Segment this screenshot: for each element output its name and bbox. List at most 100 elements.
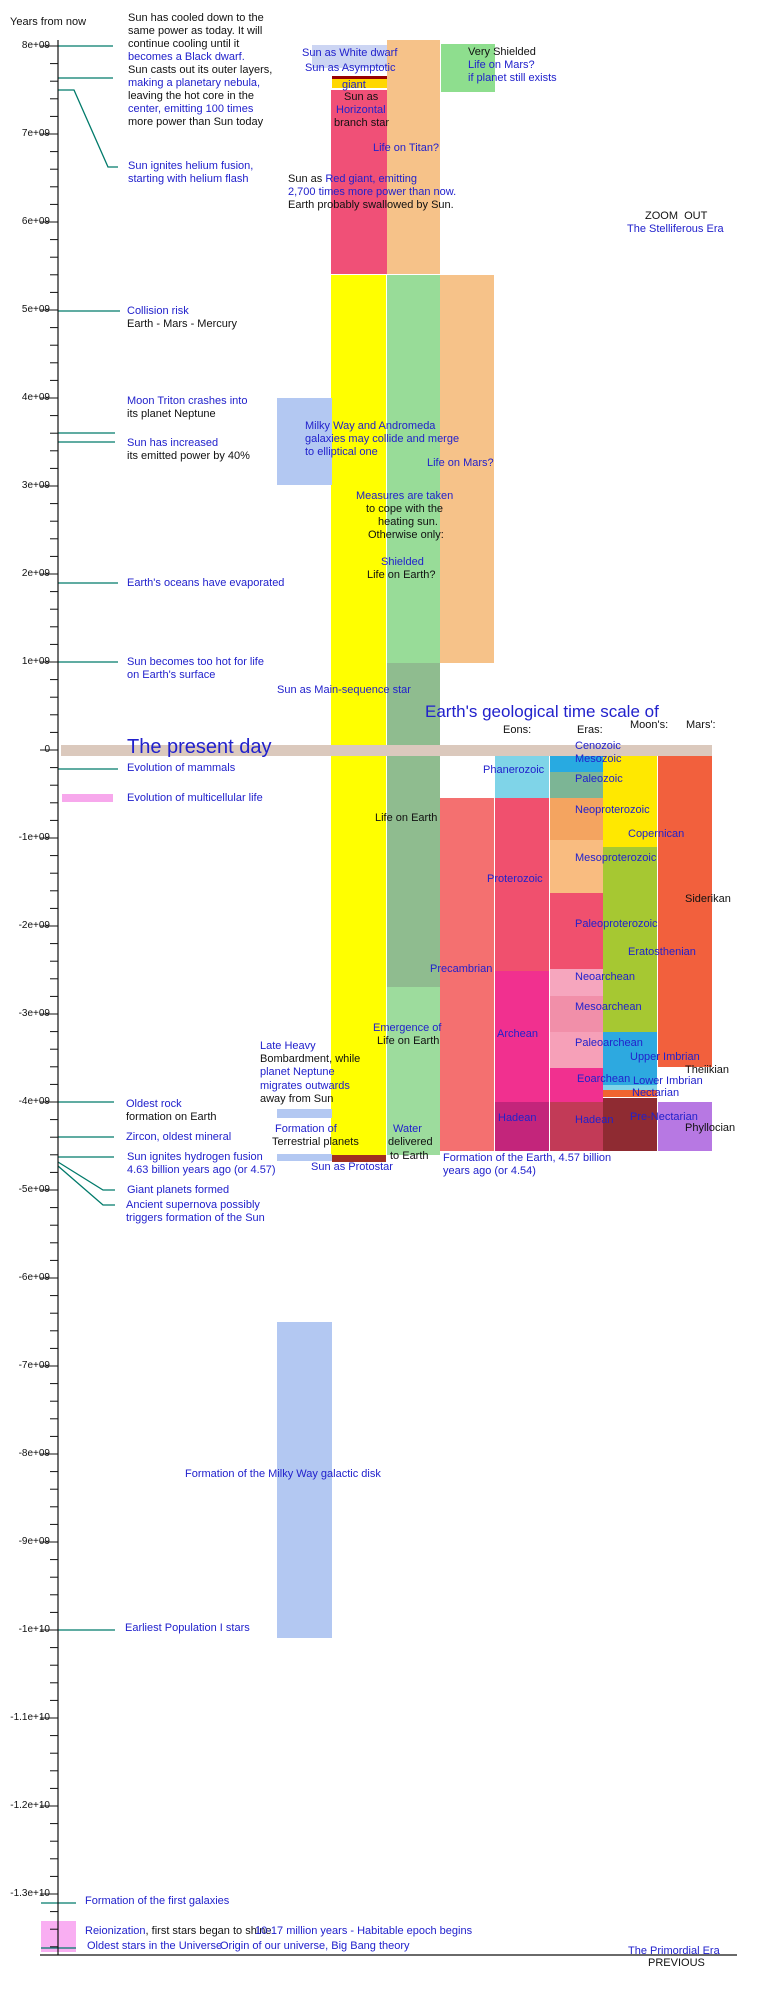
oldest-rock-2: formation on Earth — [126, 1111, 217, 1124]
very-shielded-1: Very Shielded — [468, 46, 536, 59]
nebula-note-3-seg: leaving the hot core in the — [128, 90, 254, 102]
giant-planets-label-seg: Giant planets formed — [127, 1184, 230, 1196]
zoom-out-link[interactable]: ZOOM OUT — [645, 210, 707, 223]
phyllocian-label-seg: Phyllocian — [685, 1122, 736, 1134]
neoproterozoic-box — [550, 798, 603, 840]
copernican-label-seg: Copernican — [628, 828, 685, 840]
very-shielded-3-seg: if planet still exists — [468, 72, 557, 84]
black-dwarf-note-2: same power as today. It will — [128, 25, 262, 38]
milky-way-disk-label-seg: Formation of the Milky Way galactic disk — [185, 1468, 381, 1480]
neoarchean-label-seg: Neoarchean — [575, 971, 635, 983]
measures-1: Measures are taken — [356, 490, 453, 503]
asymptotic-giant-line — [332, 76, 387, 79]
siderikan-label-seg: Siderikan — [685, 893, 731, 905]
emergence-1-seg: Emergence of — [373, 1022, 442, 1034]
red-giant-1-seg: Sun as — [288, 173, 326, 185]
tick-label: 2e+09 — [21, 568, 50, 579]
big-bang-label-seg: Origin of our universe, Big Bang theory — [220, 1940, 410, 1952]
emergence-2-seg: Life on Earth — [377, 1035, 440, 1047]
tick-label: -1.1e+10 — [10, 1712, 50, 1723]
eras-header: Eras: — [577, 724, 603, 737]
water-2-seg: delivered — [388, 1136, 433, 1148]
supernova-line — [57, 1165, 115, 1206]
shielded-life-column — [387, 275, 440, 663]
helium-note-1-seg: Sun ignites helium fusion, — [128, 160, 254, 172]
paleozoic-label-seg: Paleozoic — [575, 773, 623, 785]
emergence-1: Emergence of — [373, 1022, 441, 1035]
very-shielded-2-seg: Life on Mars? — [468, 59, 535, 71]
siderikan-label: Siderikan — [685, 893, 731, 906]
sun-main-sequence-column — [331, 275, 386, 1155]
population-i-label-seg: Earliest Population I stars — [125, 1622, 250, 1634]
hadean-era-box — [550, 1102, 603, 1151]
shielded-2-seg: Life on Earth? — [367, 569, 436, 581]
oldest-stars-label: Oldest stars in the Universe — [87, 1940, 222, 1953]
pre-nectarian-label-seg: Pre-Nectarian — [630, 1111, 698, 1123]
shielded-2: Life on Earth? — [367, 569, 436, 582]
lhb-2-seg: Bombardment, while — [260, 1053, 361, 1065]
stelliferous-era-link[interactable]: The Stelliferous Era — [627, 223, 724, 236]
paleoarchean-label: Paleoarchean — [575, 1037, 643, 1050]
previous-link[interactable]: PREVIOUS — [648, 1957, 705, 1970]
paleoproterozoic-label: Paleoproterozoic — [575, 918, 658, 931]
tick-label: 7e+09 — [21, 128, 50, 139]
black-dwarf-note-2-seg: same power as today. It will — [128, 25, 263, 37]
measures-1-seg: Measures are taken — [356, 490, 454, 502]
hadean-era-label-seg: Hadean — [575, 1114, 614, 1126]
collision-risk-2-seg: Earth - Mars - Mercury — [127, 318, 238, 330]
hadean-era-label: Hadean — [575, 1114, 614, 1127]
paleoarchean-box — [550, 1032, 603, 1068]
axis-title-seg: Years from now — [10, 16, 87, 28]
tick-label: -1e+09 — [18, 832, 50, 843]
mars-header: Mars': — [686, 719, 716, 732]
red-giant-1-seg: Red giant, emitting — [325, 173, 418, 185]
precambrian-column — [440, 798, 494, 1151]
giant-label: giant — [342, 79, 366, 92]
lhb-1: Late Heavy — [260, 1040, 316, 1053]
nebula-note-3: leaving the hot core in the — [128, 90, 254, 103]
too-hot-2-seg: on Earth's surface — [127, 669, 216, 681]
sun-red-giant-column — [331, 90, 387, 274]
h-fusion-2-seg: 4.63 billion years ago (or 4.57) — [127, 1164, 276, 1176]
helium-flash-line — [58, 89, 118, 168]
phyllocian-label: Phyllocian — [685, 1122, 735, 1135]
big-bang-label: Origin of our universe, Big Bang theory — [220, 1940, 410, 1953]
measures-2: to cope with the — [366, 503, 443, 516]
present-day-band — [61, 745, 712, 756]
nebula-note-5-seg: more power than Sun today — [128, 116, 264, 128]
tick-label: -4e+09 — [18, 1096, 50, 1107]
nectarian-label-seg: Nectarian — [632, 1087, 680, 1099]
phanerozoic-label: Phanerozoic — [483, 764, 544, 777]
moons-header-seg: Moon's: — [630, 719, 669, 731]
giant-planets-label: Giant planets formed — [127, 1184, 229, 1197]
triton-2: its planet Neptune — [127, 408, 216, 421]
horizontal-branch-1: Sun as — [344, 91, 378, 104]
axis-title: Years from now — [10, 16, 86, 29]
tick-label: 5e+09 — [21, 304, 50, 315]
milky-way-disk-box — [277, 1322, 332, 1638]
neoarchean-label: Neoarchean — [575, 971, 635, 984]
paleoproterozoic-box — [550, 893, 603, 969]
late-heavy-bombardment-bar — [277, 1109, 332, 1118]
water-3: to Earth — [390, 1150, 429, 1163]
life-on-titan-column — [387, 40, 440, 274]
lhb-5: away from Sun — [260, 1093, 333, 1106]
andromeda-2: galaxies may collide and merge — [305, 433, 459, 446]
nectarian-box — [603, 1090, 657, 1097]
neoarchean-box — [550, 969, 603, 996]
primordial-era-link[interactable]: The Primordial Era — [628, 1945, 720, 1958]
upper-imbrian-label-seg: Upper Imbrian — [630, 1051, 700, 1063]
mars-header-seg: Mars': — [686, 719, 716, 731]
cenozoic-label: Cenozoic — [575, 740, 621, 753]
stelliferous-era-link-seg: The Stelliferous Era — [627, 223, 724, 235]
mesozoic-box — [550, 756, 603, 772]
archean-box — [495, 971, 549, 1102]
mesoarchean-box — [550, 996, 603, 1032]
life-on-mars-label-seg: Life on Mars? — [427, 457, 494, 469]
protostar-label-seg: Sun as Protostar — [311, 1161, 393, 1173]
terrestrial-1-seg: Formation of — [275, 1123, 337, 1135]
neoproterozoic-label: Neoproterozoic — [575, 804, 650, 817]
tick-label: 1e+09 — [21, 656, 50, 667]
mammals-label: Evolution of mammals — [127, 762, 235, 775]
very-shielded-1-seg: Very Shielded — [468, 46, 536, 58]
